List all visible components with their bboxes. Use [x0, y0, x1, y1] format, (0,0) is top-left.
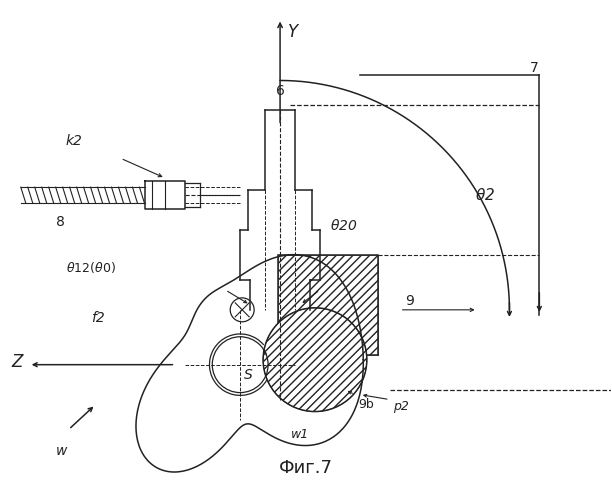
Circle shape	[263, 308, 367, 412]
Text: 9: 9	[405, 294, 414, 308]
Text: p2: p2	[393, 400, 409, 413]
Text: $\theta$12($\theta$0): $\theta$12($\theta$0)	[65, 260, 116, 275]
Bar	[278, 255, 378, 355]
Text: 9b: 9b	[358, 398, 373, 411]
Text: S: S	[244, 368, 253, 382]
Text: $\theta$2: $\theta$2	[474, 187, 494, 203]
Text: 6: 6	[275, 84, 285, 98]
Text: Фиг.7: Фиг.7	[279, 460, 333, 478]
Text: f2: f2	[91, 311, 105, 325]
Text: Z: Z	[12, 353, 23, 371]
Text: w1: w1	[291, 428, 309, 441]
Text: 8: 8	[56, 215, 65, 229]
Bar	[278, 255, 378, 355]
Text: Y: Y	[288, 22, 298, 40]
Text: k2: k2	[65, 134, 83, 148]
Text: 7: 7	[529, 60, 538, 74]
Text: w: w	[56, 445, 67, 459]
Text: $\theta$20: $\theta$20	[330, 218, 357, 233]
